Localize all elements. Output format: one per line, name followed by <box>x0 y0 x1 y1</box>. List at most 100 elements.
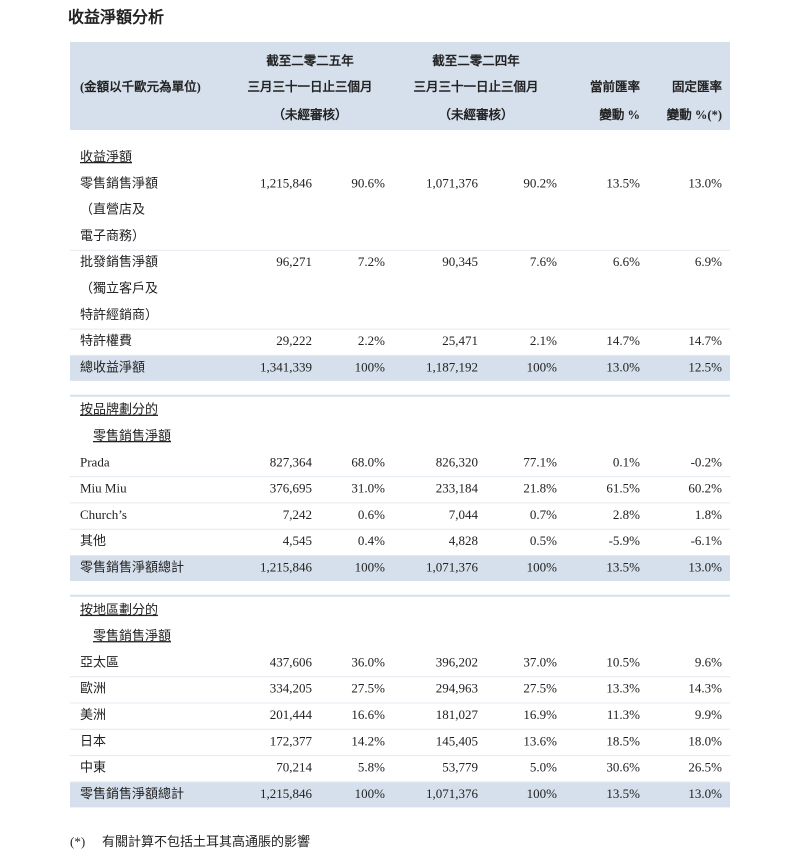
cell: 36.0% <box>351 654 385 669</box>
row-label: 零售銷售淨額 <box>80 175 158 190</box>
row-label: （獨立客戶及 <box>80 280 158 295</box>
cell: 4,828 <box>449 533 478 548</box>
cell: 437,606 <box>270 654 313 669</box>
row-label: 批發銷售淨額 <box>80 254 158 269</box>
column-header: 三月三十一日止三個月 <box>247 79 372 94</box>
column-header: 變動 % <box>598 107 640 122</box>
row-label: 總收益淨額 <box>80 359 145 374</box>
cell: 376,695 <box>270 481 312 496</box>
row-label: 亞太區 <box>80 654 119 669</box>
cell: 21.8% <box>523 481 557 496</box>
row-label: 其他 <box>80 533 106 548</box>
cell: 90.6% <box>351 175 385 190</box>
cell: 1,071,376 <box>426 786 479 801</box>
cell: 14.7% <box>606 333 640 348</box>
row-label: 零售銷售淨額總計 <box>80 786 184 801</box>
column-header: （未經審核） <box>272 107 347 122</box>
cell: 201,444 <box>270 707 313 722</box>
cell: 100% <box>527 559 558 574</box>
cell: 181,027 <box>436 707 479 722</box>
row-label: （直營店及 <box>80 202 145 217</box>
cell: 7.2% <box>358 254 385 269</box>
cell: 13.0% <box>688 175 722 190</box>
cell: 100% <box>527 359 558 374</box>
cell: 5.0% <box>530 760 557 775</box>
cell: 1,071,376 <box>426 175 479 190</box>
cell: 0.5% <box>530 533 557 548</box>
row-label: Church’s <box>80 507 127 522</box>
cell: 13.0% <box>606 359 640 374</box>
cell: 11.3% <box>607 707 640 722</box>
section-heading: 零售銷售淨額 <box>93 628 171 643</box>
cell: 0.7% <box>530 507 557 522</box>
column-header: 當前匯率 <box>590 79 641 94</box>
cell: 294,963 <box>436 681 478 696</box>
header-band <box>70 42 730 130</box>
cell: 7,242 <box>283 507 312 522</box>
cell: 2.2% <box>358 333 385 348</box>
cell: 29,222 <box>276 333 312 348</box>
cell: 77.1% <box>523 454 557 469</box>
cell: 4,545 <box>283 533 312 548</box>
cell: 27.5% <box>351 681 385 696</box>
cell: 13.5% <box>606 786 640 801</box>
cell: -5.9% <box>609 533 641 548</box>
row-label: 零售銷售淨額總計 <box>80 559 184 574</box>
cell: 6.9% <box>695 254 722 269</box>
cell: 145,405 <box>436 733 478 748</box>
cell: 53,779 <box>442 760 478 775</box>
cell: 1,071,376 <box>426 559 479 574</box>
cell: 2.8% <box>613 507 640 522</box>
cell: 70,214 <box>276 760 312 775</box>
cell: 13.0% <box>688 559 722 574</box>
cell: 1,215,846 <box>260 786 313 801</box>
cell: 68.0% <box>351 454 385 469</box>
cell: 14.7% <box>688 333 722 348</box>
total-band <box>70 355 730 381</box>
row-label: 特許權費 <box>80 333 132 348</box>
footnote-marker: (*) <box>70 834 85 849</box>
cell: 61.5% <box>606 481 640 496</box>
cell: 90,345 <box>442 254 478 269</box>
cell: 0.1% <box>613 454 640 469</box>
column-header: 變動 %(*) <box>666 107 722 122</box>
row-label: Miu Miu <box>80 481 127 496</box>
cell: 37.0% <box>523 654 557 669</box>
cell: 13.5% <box>606 559 640 574</box>
cell: 18.0% <box>688 733 722 748</box>
row-label: Prada <box>80 454 110 469</box>
cell: 1.8% <box>695 507 722 522</box>
cell: 1,215,846 <box>260 559 313 574</box>
column-header: 固定匯率 <box>672 79 723 94</box>
cell: 96,271 <box>276 254 312 269</box>
cell: 12.5% <box>688 359 722 374</box>
column-header: （未經審核） <box>438 107 513 122</box>
cell: 25,471 <box>442 333 478 348</box>
cell: 100% <box>527 786 558 801</box>
cell: 30.6% <box>606 760 640 775</box>
cell: 0.4% <box>358 533 385 548</box>
row-label: 特許經銷商） <box>80 307 158 322</box>
cell: 16.9% <box>523 707 557 722</box>
cell: 100% <box>355 359 386 374</box>
cell: 6.6% <box>613 254 640 269</box>
section-heading: 收益淨額 <box>80 149 132 164</box>
cell: 1,187,192 <box>426 359 478 374</box>
column-header: 截至二零二五年 <box>266 53 354 68</box>
cell: 826,320 <box>436 454 478 469</box>
cell: 10.5% <box>606 654 640 669</box>
cell: 1,215,846 <box>260 175 313 190</box>
section-heading: 零售銷售淨額 <box>93 428 171 443</box>
cell: 13.3% <box>606 681 640 696</box>
cell: 18.5% <box>606 733 640 748</box>
cell: 1,341,339 <box>260 359 312 374</box>
cell: 396,202 <box>436 654 478 669</box>
cell: 14.3% <box>688 681 722 696</box>
cell: 100% <box>355 559 386 574</box>
cell: 13.6% <box>523 733 557 748</box>
unit-note: (金額以千歐元為單位) <box>80 79 201 94</box>
cell: 7.6% <box>530 254 557 269</box>
cell: 5.8% <box>358 760 385 775</box>
cell: 90.2% <box>523 175 557 190</box>
